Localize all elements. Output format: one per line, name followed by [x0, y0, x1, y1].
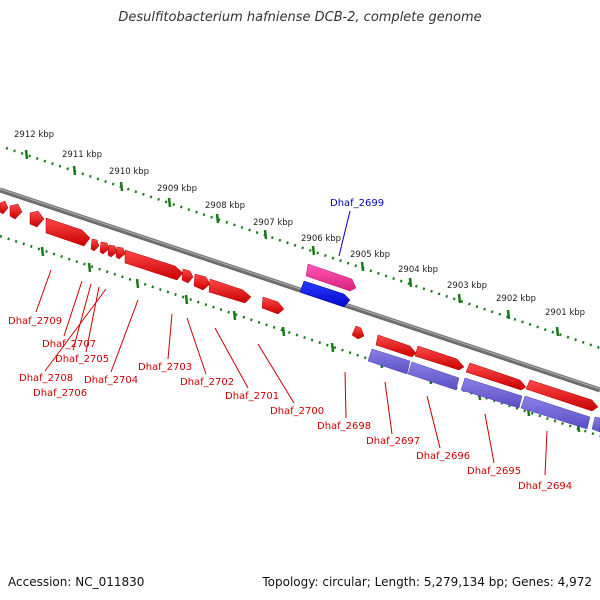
- genome-backbone: [0, 187, 600, 393]
- gene-label: Dhaf_2696: [416, 451, 470, 462]
- gene-label-dhaf-2699: Dhaf_2699: [330, 198, 384, 209]
- gene-label: Dhaf_2709: [8, 316, 62, 327]
- gene-label: Dhaf_2707: [42, 339, 96, 350]
- scale-label: 2911 kbp: [62, 150, 102, 160]
- gene-dhaf-2699-blue: [299, 280, 351, 308]
- gene-features-top: [0, 200, 285, 315]
- scale-label: 2901 kbp: [545, 308, 585, 318]
- gene-dhaf-2699-pink: [305, 263, 357, 292]
- gene-arrow: [9, 203, 23, 220]
- scale-label: 2912 kbp: [14, 130, 54, 140]
- gene-label: Dhaf_2694: [518, 481, 572, 492]
- scale-label: 2907 kbp: [253, 218, 293, 228]
- callout-line-dhaf-2699: [338, 210, 351, 257]
- gene-label: Dhaf_2704: [84, 375, 138, 386]
- gene-features-purple: [367, 348, 600, 433]
- gene-label: Dhaf_2698: [317, 421, 371, 432]
- gene-label: Dhaf_2708: [19, 373, 73, 384]
- scale-labels: 2912 kbp 2911 kbp 2910 kbp 2909 kbp 2908…: [14, 130, 585, 318]
- genome-backbone-highlight: [0, 188, 600, 390]
- gene-arrow: [124, 249, 184, 281]
- genome-summary-text: Topology: circular; Length: 5,279,134 bp…: [262, 575, 592, 589]
- gene-arrow: [99, 241, 110, 255]
- gene-arrow: [465, 362, 527, 391]
- gene-labels: Dhaf_2709 Dhaf_2707 Dhaf_2705 Dhaf_2708 …: [8, 316, 572, 492]
- gene-arrow: [181, 268, 194, 284]
- gene-arrow: [261, 296, 285, 315]
- gene-arrow: [45, 217, 91, 247]
- scale-label: 2910 kbp: [109, 167, 149, 177]
- gene-arrow: [460, 377, 523, 409]
- gene-arrow: [525, 379, 599, 412]
- gene-arrow: [107, 244, 118, 258]
- outer-scale-track: [5, 146, 600, 350]
- gene-arrow: [0, 200, 9, 215]
- outer-major-ticks: [24, 149, 560, 337]
- scale-label: 2906 kbp: [301, 234, 341, 244]
- gene-arrow: [367, 348, 411, 375]
- callout-lines: [35, 269, 548, 476]
- gene-label: Dhaf_2702: [180, 377, 234, 388]
- gene-label: Dhaf_2701: [225, 391, 279, 402]
- gene-features-bottom: [351, 325, 599, 412]
- scale-label: 2902 kbp: [496, 294, 536, 304]
- gene-arrow: [414, 345, 465, 371]
- gene-arrow: [520, 395, 591, 430]
- inner-scale-track: [0, 234, 600, 438]
- gene-label: Dhaf_2700: [270, 406, 324, 417]
- gene-arrow: [351, 325, 365, 340]
- gene-arrow: [29, 210, 45, 228]
- gene-arrow: [90, 238, 100, 252]
- gene-arrow: [591, 416, 600, 433]
- gene-label: Dhaf_2695: [467, 466, 521, 477]
- scale-label: 2909 kbp: [157, 184, 197, 194]
- gene-arrow: [375, 334, 417, 358]
- scale-label: 2905 kbp: [350, 250, 390, 260]
- gene-label: Dhaf_2703: [138, 362, 192, 373]
- gene-label: Dhaf_2697: [366, 436, 420, 447]
- scale-label: 2908 kbp: [205, 201, 245, 211]
- gene-label: Dhaf_2705: [55, 354, 109, 365]
- gene-arrow: [115, 246, 126, 260]
- gene-arrow: [407, 361, 460, 391]
- accession-text: Accession: NC_011830: [8, 575, 145, 589]
- gene-arrow: [208, 278, 252, 304]
- gene-arrow: [193, 273, 211, 291]
- scale-label: 2903 kbp: [447, 281, 487, 291]
- map-title: Desulfitobacterium hafniense DCB-2, comp…: [118, 10, 482, 25]
- scale-label: 2904 kbp: [398, 265, 438, 275]
- gene-label: Dhaf_2706: [33, 388, 87, 399]
